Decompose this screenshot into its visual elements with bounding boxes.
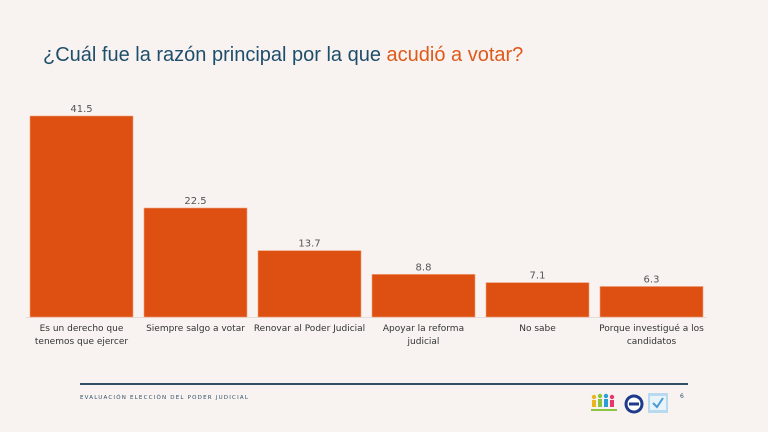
bar [599,286,704,318]
certification-logo [648,393,668,413]
data-label: 7.1 [530,271,546,282]
category-label: Es un derecho que tenemos que ejercer [34,324,129,347]
bar [257,250,362,318]
category-label: Siempre salgo a votar [146,324,245,334]
title-prefix: ¿Cuál fue la razón principal por la que [43,44,387,66]
people-logo [591,393,617,411]
footer-divider [80,383,688,385]
data-label: 13.7 [298,239,320,250]
bar [143,207,248,318]
category-label: No sabe [519,324,556,334]
bar [29,115,134,318]
bar [485,282,590,318]
data-label: 22.5 [184,196,206,207]
bar [371,274,476,318]
page-number: 6 [680,393,684,400]
data-label: 6.3 [644,274,660,285]
category-label: Renovar al Poder Judicial [253,324,366,334]
footer-text: EVALUACIÓN ELECCIÓN DEL PODER JUDICIAL [80,395,250,401]
data-label: 41.5 [70,104,92,115]
data-label: 8.8 [416,262,432,273]
category-label: Apoyar la reforma judicial [382,324,465,347]
page-title: ¿Cuál fue la razón principal por la que … [43,44,523,67]
seal-logo [624,394,644,414]
category-label: Porque investigué a los candidatos [599,324,704,347]
title-highlight: acudió a votar? [386,44,524,66]
